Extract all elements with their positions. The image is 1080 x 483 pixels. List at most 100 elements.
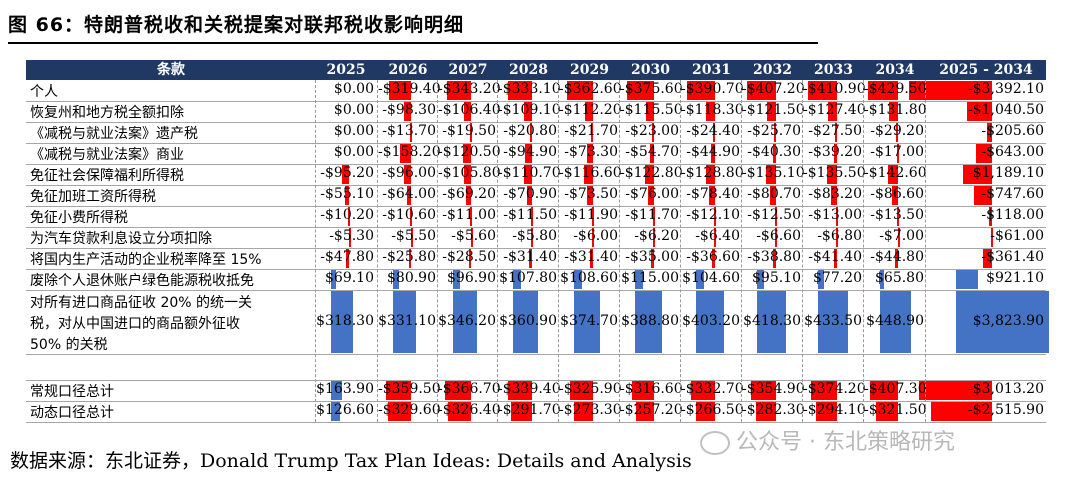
cell-value: -$69.20	[442, 186, 496, 202]
cell-value: $388.80	[621, 312, 679, 329]
negative-bar	[531, 228, 534, 247]
cell-value: -$76.00	[625, 186, 679, 202]
positive-bar	[635, 291, 663, 353]
negative-bar	[511, 402, 532, 421]
cell-value: -$31.40	[564, 249, 618, 265]
cell-value: -$325.90	[559, 381, 622, 397]
cell-value: -$116.60	[559, 165, 622, 181]
cell-value: -$54.70	[625, 144, 679, 160]
cell-value: -$38.80	[747, 249, 801, 265]
negative-bar	[345, 186, 349, 205]
cell-value: -$390.70	[681, 81, 744, 97]
row-label: 《减税与就业法案》商业	[30, 147, 184, 163]
cell-value: -$121.50	[742, 102, 805, 118]
cell-value: $318.30	[316, 312, 374, 329]
cell-value: -$10.20	[320, 207, 374, 223]
negative-bar	[816, 402, 837, 421]
negative-bar	[990, 228, 993, 247]
table-row: 常规口径总计 $163.90 -$359.50 -$366.70 -$339.40 -$3…	[26, 380, 1046, 402]
cell-value: -$282.30	[742, 402, 805, 418]
header-year: 2030	[631, 62, 670, 78]
cell-value: $418.30	[743, 312, 801, 329]
cell-value: -$1,040.50	[968, 102, 1044, 118]
cell-value: -$109.10	[498, 102, 561, 118]
cell-value: -$25.80	[382, 249, 436, 265]
row-label-line: 50% 的关税	[30, 337, 108, 353]
cell-value: -$73.50	[564, 186, 618, 202]
cell-value: -$135.50	[803, 165, 866, 181]
negative-bar	[653, 228, 656, 247]
cell-value: -$12.10	[686, 207, 740, 223]
cell-value: $433.50	[804, 312, 862, 329]
cell-value: $65.80	[875, 270, 924, 286]
negative-bar	[591, 207, 594, 226]
negative-bar	[687, 81, 715, 100]
cell-value: -$73.30	[564, 144, 618, 160]
cell-value: -$55.10	[320, 186, 374, 202]
negative-bar	[508, 81, 532, 100]
table-header: 条款 2025 2026 2027 2028 2029 2030 2031 2032 2033 20…	[26, 60, 1046, 80]
cell-value: -$131.80	[864, 102, 927, 118]
negative-bar	[524, 144, 532, 163]
positive-bar	[331, 270, 336, 289]
cell-value: -$321.50	[864, 402, 927, 418]
header-year: 2031	[692, 62, 731, 78]
cell-value: -$40.30	[747, 144, 801, 160]
negative-bar	[530, 207, 533, 226]
negative-bar	[342, 165, 349, 184]
positive-bar	[879, 291, 911, 353]
cell-value: -$112.20	[559, 102, 622, 118]
negative-bar	[714, 228, 717, 247]
negative-bar	[469, 123, 472, 142]
positive-bar	[818, 291, 849, 353]
cell-value: -$118.30	[681, 102, 744, 118]
cell-value: -$110.70	[498, 165, 561, 181]
table-row: 免征小费所得税 -$10.20 -$10.60 -$11.00 -$11.50 -$11.…	[26, 206, 1046, 228]
negative-bar	[833, 144, 837, 163]
negative-bar	[385, 381, 411, 400]
cell-value: -$80.70	[747, 186, 801, 202]
negative-bar	[410, 228, 413, 247]
cell-value: $96.90	[447, 270, 496, 286]
cell-value: $104.60	[682, 270, 740, 286]
negative-bar	[973, 186, 992, 205]
cell-value: $0.00	[333, 144, 374, 160]
negative-bar	[892, 186, 899, 205]
negative-bar	[526, 186, 532, 205]
negative-bar	[696, 402, 715, 421]
cell-value: -$142.60	[864, 165, 927, 181]
table-row: 对所有进口商品征收 20% 的统一关 税，对从中国进口的商品额外征收 50% 的关税…	[26, 290, 1050, 355]
cell-value: -$127.40	[803, 102, 866, 118]
negative-bar	[755, 402, 776, 421]
positive-bar	[757, 270, 764, 289]
table-row: 动态口径总计 $126.60 -$329.60 -$326.40 -$291.70 -$2…	[26, 401, 1046, 423]
column-separator	[437, 80, 438, 422]
cell-value: -$13.00	[808, 207, 862, 223]
positive-bar	[393, 291, 417, 353]
table-row: 个人 $0.00 -$319.40 -$343.20 -$333.10 -$362.60-…	[26, 80, 1046, 102]
negative-bar	[406, 186, 411, 205]
cell-value: -$319.40	[378, 81, 441, 97]
negative-bar	[869, 381, 899, 400]
negative-bar	[711, 144, 715, 163]
cell-value: -$329.60	[378, 402, 441, 418]
negative-bar	[410, 207, 413, 226]
negative-bar	[747, 81, 776, 100]
cell-value: -$6.40	[695, 228, 740, 244]
negative-bar	[989, 207, 992, 226]
negative-bar	[767, 102, 776, 121]
cell-value: $80.90	[387, 270, 436, 286]
cell-value: -$1,189.10	[968, 165, 1044, 181]
cell-value: -$61.00	[990, 228, 1044, 244]
cell-value: -$94.90	[503, 144, 557, 160]
cell-value: $163.90	[316, 381, 374, 397]
table-row: 《减税与就业法案》商业 $0.00 -$158.20 -$120.50 -$94.90-…	[26, 143, 1046, 165]
negative-bar	[712, 123, 715, 142]
negative-bar	[587, 186, 593, 205]
cell-value: -$407.20	[742, 81, 805, 97]
cell-value: -$257.20	[620, 402, 683, 418]
wechat-icon	[700, 431, 730, 455]
negative-bar	[705, 165, 715, 184]
negative-bar	[651, 249, 654, 268]
negative-bar	[775, 228, 778, 247]
